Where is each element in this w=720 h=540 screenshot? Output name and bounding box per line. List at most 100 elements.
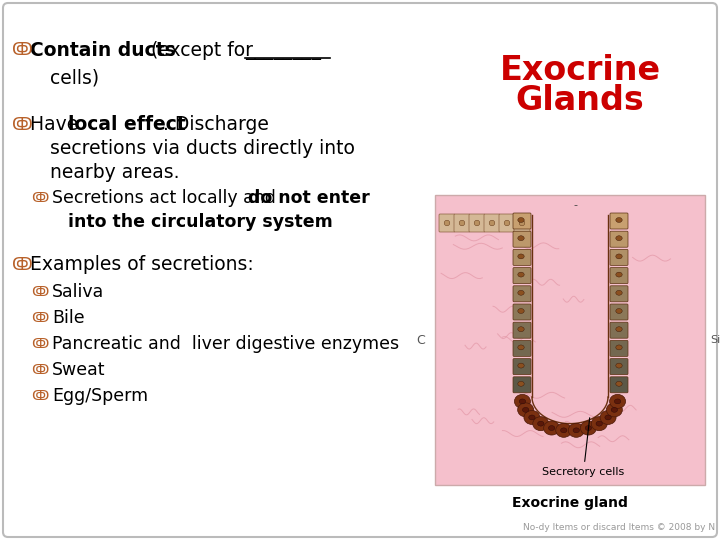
Ellipse shape (616, 363, 622, 368)
Text: -: - (573, 200, 577, 210)
Text: nearby areas.: nearby areas. (50, 163, 179, 181)
FancyBboxPatch shape (610, 231, 628, 247)
Ellipse shape (518, 272, 524, 277)
Ellipse shape (518, 363, 524, 368)
Ellipse shape (616, 236, 622, 241)
FancyBboxPatch shape (499, 214, 515, 232)
Text: Contain ducts: Contain ducts (30, 40, 176, 59)
Text: Sinu: Sinu (710, 335, 720, 345)
FancyBboxPatch shape (3, 3, 717, 537)
Text: Secretions act locally and: Secretions act locally and (52, 189, 282, 207)
FancyBboxPatch shape (513, 249, 531, 265)
Text: Sweat: Sweat (52, 361, 106, 379)
Text: Saliva: Saliva (52, 283, 104, 301)
Ellipse shape (606, 403, 622, 417)
Ellipse shape (610, 394, 626, 408)
Text: (except for: (except for (145, 40, 259, 59)
FancyBboxPatch shape (439, 214, 455, 232)
FancyBboxPatch shape (435, 195, 705, 485)
Ellipse shape (538, 421, 544, 426)
Ellipse shape (519, 399, 526, 404)
Text: Have: Have (30, 116, 84, 134)
Text: do not enter: do not enter (248, 189, 370, 207)
Ellipse shape (528, 415, 535, 420)
Text: No-dy Items or discard Items © 2008 by N: No-dy Items or discard Items © 2008 by N (523, 523, 715, 532)
FancyBboxPatch shape (513, 286, 531, 302)
Text: Glands: Glands (516, 84, 644, 117)
FancyBboxPatch shape (610, 340, 628, 356)
Ellipse shape (561, 428, 567, 433)
FancyBboxPatch shape (513, 304, 531, 320)
Ellipse shape (616, 291, 622, 295)
Ellipse shape (591, 417, 607, 431)
Ellipse shape (459, 220, 465, 226)
FancyBboxPatch shape (513, 322, 531, 338)
Ellipse shape (556, 423, 572, 437)
Text: Egg/Sperm: Egg/Sperm (52, 387, 148, 405)
Text: secretions via ducts directly into: secretions via ducts directly into (50, 139, 355, 159)
Ellipse shape (585, 426, 592, 430)
FancyBboxPatch shape (610, 304, 628, 320)
Text: ↂ: ↂ (31, 363, 49, 377)
Ellipse shape (573, 428, 580, 433)
FancyBboxPatch shape (513, 231, 531, 247)
Text: C: C (416, 334, 425, 347)
Ellipse shape (568, 423, 584, 437)
Text: ↂ: ↂ (31, 337, 49, 351)
FancyBboxPatch shape (484, 214, 500, 232)
FancyBboxPatch shape (610, 213, 628, 229)
Ellipse shape (614, 399, 621, 404)
FancyBboxPatch shape (514, 214, 530, 232)
Ellipse shape (533, 417, 549, 431)
FancyBboxPatch shape (513, 359, 531, 375)
Ellipse shape (600, 410, 616, 424)
Text: Examples of secretions:: Examples of secretions: (30, 255, 253, 274)
Ellipse shape (518, 381, 524, 386)
Text: local effect: local effect (68, 116, 186, 134)
Ellipse shape (523, 407, 529, 413)
FancyBboxPatch shape (610, 286, 628, 302)
FancyBboxPatch shape (610, 377, 628, 393)
Ellipse shape (504, 220, 510, 226)
FancyBboxPatch shape (469, 214, 485, 232)
Ellipse shape (580, 421, 596, 435)
Text: ↂ: ↂ (31, 285, 49, 299)
Text: Bile: Bile (52, 309, 85, 327)
FancyBboxPatch shape (513, 340, 531, 356)
Text: ↂ: ↂ (12, 116, 32, 134)
Ellipse shape (518, 327, 524, 332)
Text: ↂ: ↂ (31, 191, 49, 205)
Text: Exocrine gland: Exocrine gland (512, 496, 628, 510)
Ellipse shape (616, 254, 622, 259)
Ellipse shape (616, 381, 622, 386)
Ellipse shape (518, 291, 524, 295)
Text: ↂ: ↂ (31, 389, 49, 403)
Ellipse shape (444, 220, 450, 226)
Text: cells): cells) (50, 69, 99, 87)
Text: ↂ: ↂ (31, 311, 49, 325)
Ellipse shape (549, 426, 555, 430)
Text: Pancreatic and  liver digestive enzymes: Pancreatic and liver digestive enzymes (52, 335, 399, 353)
FancyBboxPatch shape (513, 377, 531, 393)
Text: into the circulatory system: into the circulatory system (68, 213, 333, 231)
Text: ________: ________ (245, 40, 321, 59)
Ellipse shape (519, 220, 525, 226)
Ellipse shape (524, 410, 540, 424)
Ellipse shape (616, 327, 622, 332)
FancyBboxPatch shape (513, 213, 531, 229)
Ellipse shape (616, 308, 622, 313)
Ellipse shape (616, 272, 622, 277)
Ellipse shape (518, 403, 534, 417)
Ellipse shape (616, 345, 622, 350)
Ellipse shape (518, 345, 524, 350)
Ellipse shape (616, 218, 622, 222)
Text: ↂ: ↂ (12, 41, 32, 59)
Ellipse shape (518, 254, 524, 259)
Ellipse shape (518, 308, 524, 313)
FancyBboxPatch shape (454, 214, 470, 232)
FancyBboxPatch shape (610, 322, 628, 338)
FancyBboxPatch shape (513, 268, 531, 284)
FancyBboxPatch shape (610, 359, 628, 375)
Ellipse shape (544, 421, 559, 435)
Ellipse shape (605, 415, 611, 420)
